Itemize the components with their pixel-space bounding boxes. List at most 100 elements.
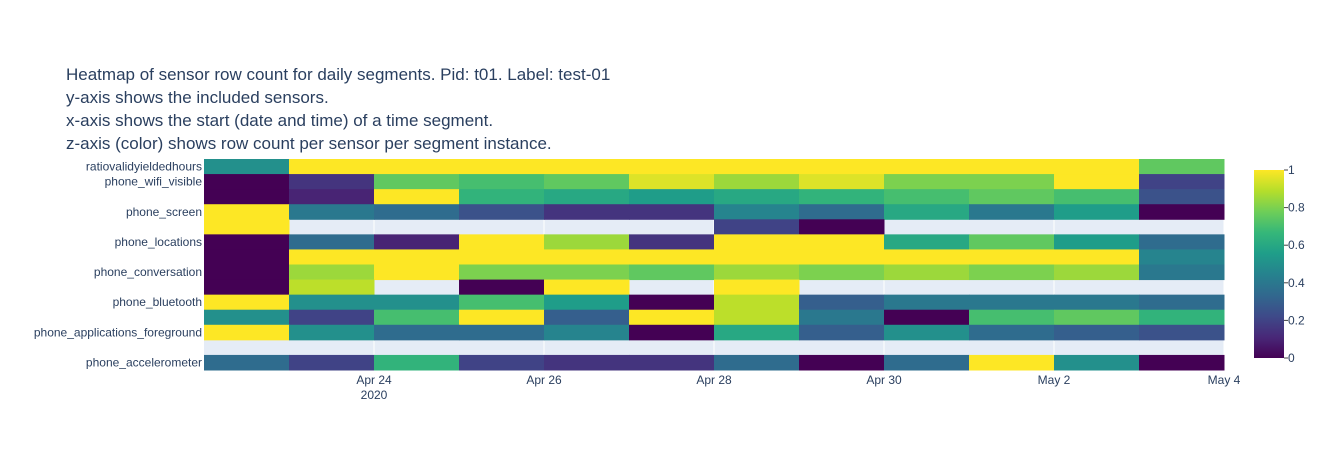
heatmap-cell[interactable] [1139, 294, 1225, 311]
heatmap-cell[interactable] [374, 249, 460, 265]
heatmap-cell[interactable] [1054, 324, 1140, 341]
heatmap-cell[interactable] [884, 174, 970, 190]
heatmap-cell[interactable] [289, 324, 375, 341]
heatmap-cell[interactable] [374, 159, 460, 175]
heatmap-cell[interactable] [289, 249, 375, 265]
heatmap-cell[interactable] [799, 234, 885, 250]
heatmap-cell[interactable] [799, 264, 885, 281]
heatmap-cell[interactable] [1139, 324, 1225, 341]
heatmap-cell[interactable] [459, 354, 545, 371]
heatmap-cell[interactable] [204, 204, 290, 220]
heatmap-cell[interactable] [204, 279, 290, 296]
heatmap-cell[interactable] [544, 279, 630, 296]
heatmap-cell[interactable] [714, 159, 800, 175]
heatmap-cell[interactable] [969, 324, 1055, 341]
heatmap-cell[interactable] [289, 354, 375, 371]
heatmap-cell[interactable] [289, 279, 375, 296]
heatmap-cell[interactable] [289, 159, 375, 175]
heatmap-cell[interactable] [1139, 159, 1225, 175]
heatmap-cell[interactable] [374, 264, 460, 281]
heatmap-cell[interactable] [544, 204, 630, 220]
heatmap-cell[interactable] [204, 324, 290, 341]
heatmap-cell[interactable] [204, 159, 290, 175]
heatmap-cell[interactable] [629, 159, 715, 175]
heatmap-cell[interactable] [1139, 354, 1225, 371]
heatmap-cell[interactable] [799, 249, 885, 265]
heatmap-cell[interactable] [714, 309, 800, 326]
heatmap-cell[interactable] [969, 294, 1055, 311]
heatmap-cell[interactable] [544, 264, 630, 281]
heatmap-cell[interactable] [714, 324, 800, 341]
heatmap-cell[interactable] [544, 174, 630, 190]
heatmap-cell[interactable] [629, 294, 715, 311]
heatmap-cell[interactable] [204, 219, 290, 235]
heatmap-cell[interactable] [204, 189, 290, 205]
heatmap-cell[interactable] [544, 189, 630, 205]
heatmap-cell[interactable] [969, 234, 1055, 250]
heatmap-cell[interactable] [799, 324, 885, 341]
heatmap-cell[interactable] [374, 189, 460, 205]
heatmap-cell[interactable] [1054, 309, 1140, 326]
heatmap-cell[interactable] [544, 309, 630, 326]
heatmap-cell[interactable] [969, 354, 1055, 371]
heatmap-cell[interactable] [459, 264, 545, 281]
heatmap-cell[interactable] [799, 204, 885, 220]
heatmap-cell[interactable] [374, 234, 460, 250]
heatmap-cell[interactable] [714, 234, 800, 250]
heatmap-cell[interactable] [714, 354, 800, 371]
heatmap-cell[interactable] [714, 174, 800, 190]
heatmap-cell[interactable] [714, 189, 800, 205]
heatmap-cell[interactable] [289, 294, 375, 311]
heatmap-cell[interactable] [1054, 264, 1140, 281]
heatmap-cell[interactable] [969, 159, 1055, 175]
heatmap-cell[interactable] [629, 234, 715, 250]
heatmap-cell[interactable] [969, 264, 1055, 281]
heatmap-cell[interactable] [459, 249, 545, 265]
heatmap-cell[interactable] [884, 354, 970, 371]
heatmap-cell[interactable] [884, 309, 970, 326]
heatmap-cell[interactable] [799, 189, 885, 205]
heatmap-cell[interactable] [289, 234, 375, 250]
heatmap-cell[interactable] [799, 174, 885, 190]
heatmap-cell[interactable] [1054, 354, 1140, 371]
heatmap-cell[interactable] [289, 189, 375, 205]
heatmap-cell[interactable] [204, 354, 290, 371]
heatmap-cell[interactable] [1139, 204, 1225, 220]
heatmap-cell[interactable] [884, 204, 970, 220]
heatmap-cell[interactable] [459, 324, 545, 341]
heatmap-cell[interactable] [629, 174, 715, 190]
heatmap-cell[interactable] [799, 294, 885, 311]
heatmap-cell[interactable] [714, 204, 800, 220]
heatmap-cell[interactable] [1054, 189, 1140, 205]
heatmap-cell[interactable] [1054, 159, 1140, 175]
heatmap-cell[interactable] [884, 249, 970, 265]
heatmap-cell[interactable] [1054, 174, 1140, 190]
heatmap-cell[interactable] [884, 234, 970, 250]
heatmap-cell[interactable] [204, 294, 290, 311]
heatmap-cell[interactable] [459, 159, 545, 175]
heatmap-cell[interactable] [1139, 249, 1225, 265]
heatmap-cell[interactable] [374, 294, 460, 311]
heatmap-cell[interactable] [204, 234, 290, 250]
heatmap-cell[interactable] [969, 249, 1055, 265]
heatmap-cell[interactable] [799, 159, 885, 175]
heatmap-cell[interactable] [884, 264, 970, 281]
heatmap-cell[interactable] [629, 354, 715, 371]
heatmap-cell[interactable] [884, 294, 970, 311]
heatmap-cell[interactable] [459, 279, 545, 296]
heatmap-cell[interactable] [714, 279, 800, 296]
heatmap-cell[interactable] [1139, 309, 1225, 326]
heatmap-cell[interactable] [1139, 264, 1225, 281]
heatmap-cell[interactable] [459, 174, 545, 190]
heatmap-cell[interactable] [969, 204, 1055, 220]
heatmap-cell[interactable] [629, 264, 715, 281]
heatmap-cell[interactable] [374, 204, 460, 220]
heatmap-cell[interactable] [544, 354, 630, 371]
heatmap-cell[interactable] [714, 294, 800, 311]
heatmap-cell[interactable] [884, 189, 970, 205]
heatmap-cell[interactable] [374, 324, 460, 341]
heatmap-cell[interactable] [289, 264, 375, 281]
heatmap-cell[interactable] [1139, 174, 1225, 190]
heatmap-cell[interactable] [799, 309, 885, 326]
heatmap-cell[interactable] [289, 309, 375, 326]
